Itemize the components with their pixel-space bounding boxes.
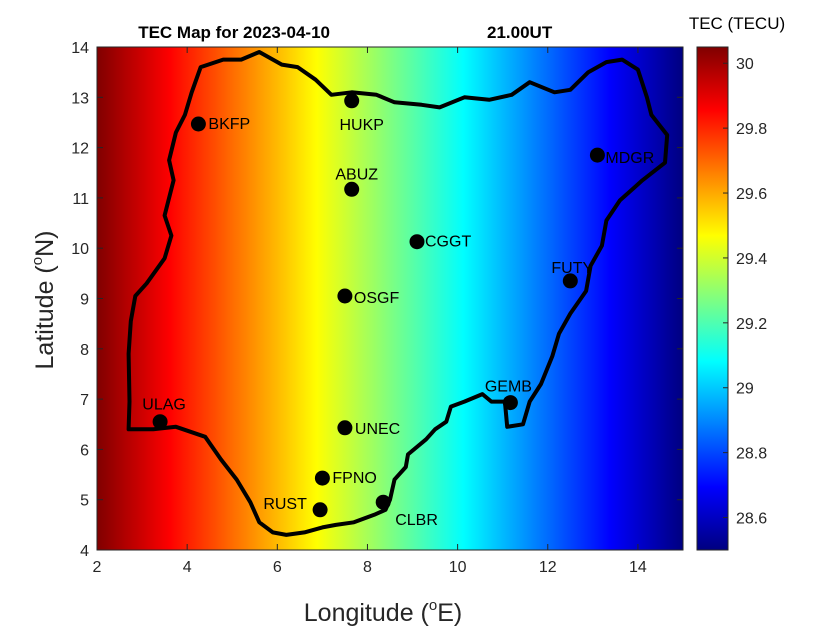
colorbar: TEC (TECU) 28.6 28.8 29 29.2 29.4 29.6 29.8 30 — [689, 14, 785, 551]
colorbar-tick-label: 28.6 — [736, 511, 767, 528]
y-tick-label: 14 — [71, 40, 89, 57]
chart-title-time: 21.00UT — [487, 23, 553, 42]
colorbar-ticks: 28.6 28.8 29 29.2 29.4 29.6 29.8 30 — [723, 56, 767, 528]
station-label-cggt: CGGT — [425, 234, 471, 251]
station-marker-hukp — [344, 93, 360, 109]
station-label-futy: FUTY — [551, 260, 593, 277]
border-layer — [126, 50, 670, 537]
station-label-osgf: OSGF — [354, 290, 400, 307]
station-marker-clbr — [375, 494, 391, 510]
station-marker-futy — [562, 273, 578, 289]
y-axis-label: Latitude (oN) — [29, 231, 59, 370]
station-marker-bkfp — [190, 116, 206, 132]
station-label-rust: RUST — [263, 496, 307, 513]
colorbar-frame — [696, 46, 729, 551]
station-label-hukp: HUKP — [339, 117, 383, 134]
station-marker-mdgr — [589, 147, 605, 163]
colorbar-scale — [697, 47, 728, 550]
y-tick-label: 9 — [80, 292, 89, 309]
x-tick-label: 12 — [539, 559, 557, 576]
y-axis: 4 5 6 7 8 9 10 11 12 13 14 — [71, 40, 683, 560]
station-label-fpno: FPNO — [332, 470, 376, 487]
station-marker-fpno — [314, 470, 330, 486]
x-tick-label: 4 — [183, 559, 192, 576]
station-marker-rust — [312, 502, 328, 518]
country-border — [126, 50, 670, 537]
colorbar-tick-label: 28.8 — [736, 446, 767, 463]
tec-field — [97, 47, 683, 550]
colorbar-title: TEC (TECU) — [689, 14, 785, 33]
y-tick-label: 5 — [80, 493, 89, 510]
station-label-mdgr: MDGR — [605, 150, 654, 167]
y-tick-label: 11 — [72, 191, 89, 208]
station-marker-abuz — [344, 181, 360, 197]
colorbar-tick-label: 29 — [736, 381, 754, 398]
station-marker-unec — [337, 420, 353, 436]
y-tick-label: 4 — [80, 543, 89, 560]
colorbar-tick-label: 30 — [736, 56, 754, 73]
station-marker-gemb — [502, 395, 518, 411]
station-label-clbr: CLBR — [395, 512, 438, 529]
station-marker-osgf — [337, 288, 353, 304]
y-tick-label: 8 — [80, 342, 89, 359]
x-tick-label: 14 — [629, 559, 647, 576]
station-label-abuz: ABUZ — [335, 166, 378, 183]
station-layer: BKFP HUKP MDGR ABUZ CGGT FUTY OSGF GEMB ULAG UNEC… — [142, 93, 654, 529]
y-tick-label: 12 — [71, 141, 89, 158]
station-label-ulag: ULAG — [142, 397, 186, 414]
colorbar-tick-label: 29.2 — [736, 316, 767, 333]
y-tick-label: 6 — [80, 442, 89, 459]
x-axis: 2 4 6 8 10 12 14 — [93, 47, 647, 576]
plot-area: BKFP HUKP MDGR ABUZ CGGT FUTY OSGF GEMB ULAG UNEC… — [96, 46, 684, 551]
station-label-bkfp: BKFP — [208, 116, 250, 133]
station-label-unec: UNEC — [355, 421, 400, 438]
x-tick-label: 6 — [273, 559, 282, 576]
colorbar-tick-label: 29.6 — [736, 186, 767, 203]
colorbar-tick-label: 29.8 — [736, 121, 767, 138]
y-tick-label: 10 — [71, 241, 89, 258]
x-tick-label: 2 — [93, 559, 102, 576]
station-label-gemb: GEMB — [485, 379, 532, 396]
x-axis-label: Longitude (oE) — [304, 597, 462, 627]
colorbar-tick-label: 29.4 — [736, 251, 767, 268]
chart-title: TEC Map for 2023-04-10 — [138, 23, 330, 42]
x-tick-label: 10 — [449, 559, 467, 576]
y-tick-label: 7 — [80, 392, 89, 409]
station-marker-ulag — [152, 414, 168, 430]
x-tick-label: 8 — [363, 559, 372, 576]
y-tick-label: 13 — [71, 90, 89, 107]
station-marker-cggt — [409, 234, 425, 250]
